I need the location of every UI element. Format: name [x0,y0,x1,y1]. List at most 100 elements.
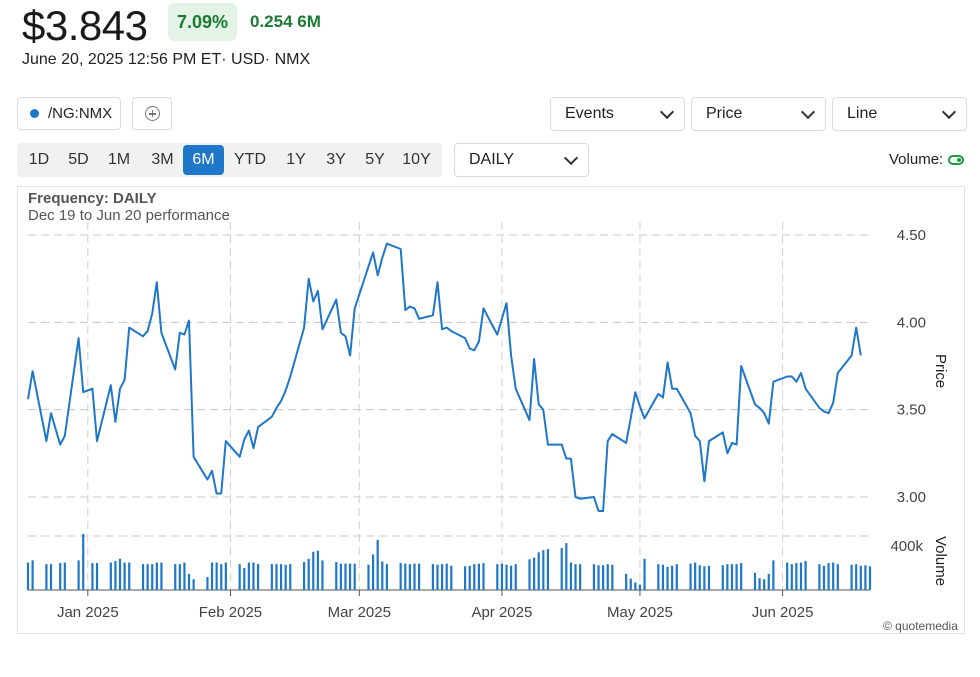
volume-bar [703,566,706,590]
volume-bar [611,564,614,590]
x-tick-label: Mar 2025 [328,604,391,621]
volume-bar [339,563,342,590]
volume-bar [500,563,504,590]
volume-bar [128,562,131,590]
volume-bar [118,558,122,590]
volume-bar [629,578,632,590]
chart-container [17,186,965,634]
volume-bar [625,573,628,590]
events-select[interactable]: Events [550,97,685,131]
range-button-3y[interactable]: 3Y [326,151,346,168]
volume-bar [468,565,471,590]
range-button-6m[interactable]: 6M [183,145,224,175]
range-button-5y[interactable]: 5Y [365,151,385,168]
volume-bar [413,563,416,590]
change-absolute: 0.254 [250,12,293,31]
volume-bar [210,562,214,590]
volume-bar [192,579,195,590]
x-tick-label: Jan 2025 [57,604,119,621]
volume-bar [818,564,821,590]
volume-bar [634,582,637,590]
volume-bar [270,564,273,590]
volume-bar [638,584,642,590]
volume-bar [533,557,536,590]
volume-bar [698,565,701,590]
volume-bar [63,562,66,590]
volume-bar [307,558,310,590]
volume-bar [243,567,246,590]
x-tick-label: Jun 2025 [752,604,814,621]
volume-toggle[interactable]: Volume: [889,151,965,168]
price-select[interactable]: Price [691,97,826,131]
volume-bar [215,562,218,590]
volume-bar [602,565,605,590]
volume-bar [661,564,665,590]
volume-bar [758,578,761,590]
volume-bar [381,561,384,590]
chart-type-select[interactable]: Line [832,97,967,131]
volume-bar [279,564,283,590]
volume-bar [376,539,379,590]
volume-bar [95,563,99,590]
volume-bar [657,564,660,590]
range-button-10y[interactable]: 10Y [402,151,431,168]
y-tick-label: 3.50 [897,402,926,419]
x-tick-label: Apr 2025 [471,604,532,621]
price-line [27,242,862,512]
volume-bar [772,560,775,590]
volume-bar [436,564,439,590]
volume-bar [864,565,867,590]
volume-bar [275,564,278,590]
volume-bar [206,577,209,590]
performance-label: Dec 19 to Jun 20 performance [28,207,230,224]
volume-bar [804,560,807,590]
quote-meta: June 20, 2025 12:56 PM ET· USD· NMX [22,51,311,68]
frequency-select[interactable]: DAILY [454,143,589,177]
volume-bar [174,564,177,590]
range-button-1d[interactable]: 1D [28,151,50,168]
volume-bar [868,566,872,590]
volume-bar [316,550,319,590]
volume-bar [569,562,573,590]
range-button-ytd[interactable]: YTD [234,151,266,168]
add-comparison-button[interactable] [132,97,172,130]
volume-bar [289,564,292,590]
volume-bar [440,564,444,590]
volume-bar [114,560,117,590]
last-price: $3.843 [22,2,148,49]
volume-bar [579,564,582,590]
volume-bar [49,564,53,590]
volume-bar [505,564,508,590]
y-tick-label: 4.00 [897,314,926,331]
volume-bar [832,562,835,590]
volume-bar [597,565,600,590]
volume-bar [850,564,853,590]
volume-bar [721,565,724,590]
volume-bar [160,562,163,590]
volume-bar [560,548,563,590]
plus-circle-icon [144,106,160,121]
range-button-1m[interactable]: 1M [107,151,131,168]
events-select-label: Events [565,105,614,122]
volume-bar [827,563,830,590]
volume-bar [855,564,858,590]
volume-bar [753,572,757,590]
volume-bar [790,564,793,590]
symbol-chip[interactable]: /NG:NMX [17,97,121,130]
volume-bar [26,562,30,590]
chart-type-select-label: Line [847,105,878,122]
range-button-5d[interactable]: 5D [68,151,89,168]
volume-bar [408,564,411,590]
toggle-on-icon [948,154,965,165]
volume-bar [31,560,34,590]
volume-bar [348,563,352,590]
x-tick-label: Feb 2025 [199,604,262,621]
range-button-1y[interactable]: 1Y [286,151,306,168]
volume-bar [473,564,476,590]
symbol-label: /NG:NMX [48,105,113,122]
change-and-volume: 0.254 6M [250,12,321,32]
volume-bar [496,564,499,590]
volume-bar [82,534,85,590]
volume-bar [482,563,485,590]
range-button-3m[interactable]: 3M [151,151,174,168]
